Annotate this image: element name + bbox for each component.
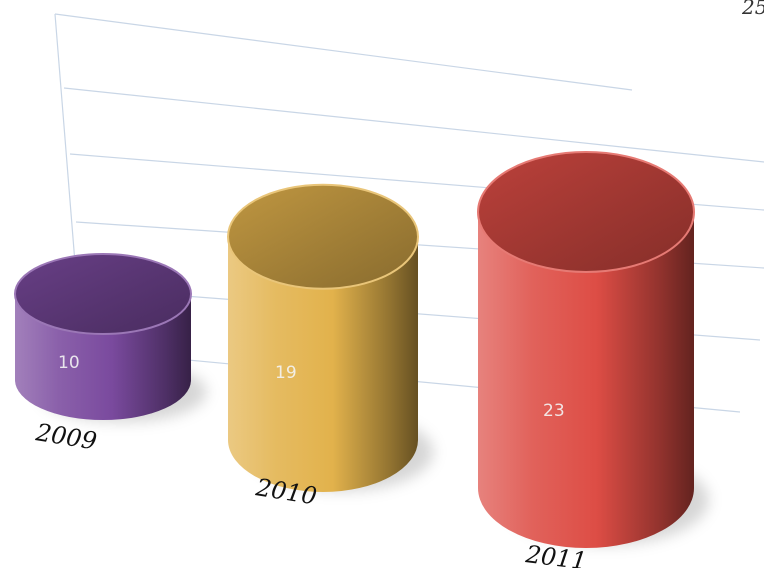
corner-tick-label: 25 [741,0,764,19]
bar-2011 [478,212,694,548]
category-label-2009: 2009 [33,418,99,455]
grid-line-1 [63,87,764,163]
data-label-2009: 10 [58,353,80,373]
chart-grid [54,13,764,413]
grid-line-0 [54,13,633,91]
bar-2010 [228,236,418,492]
data-label-2010: 19 [275,363,297,383]
data-label-2011: 23 [543,401,565,421]
bar-cap-2011 [477,151,695,273]
bar-cap-2010 [227,183,419,290]
bar-cap-2009 [14,253,192,335]
